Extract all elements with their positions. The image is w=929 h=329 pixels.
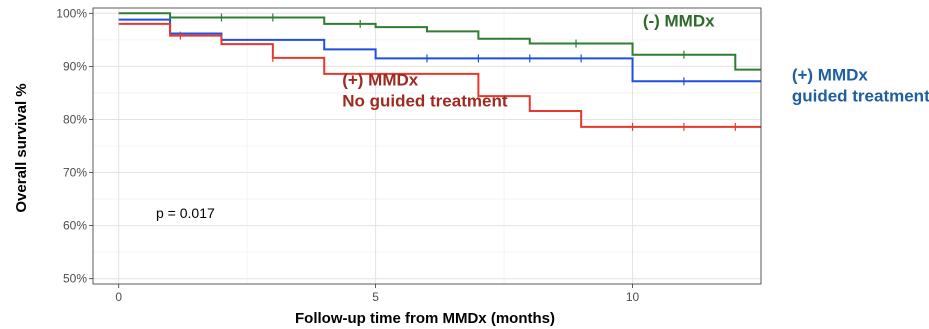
y-tick-label: 90% [63,59,87,73]
annotation-layer: (-) MMDx(+) MMDx guided treatment(+) MMDx… [342,12,929,111]
series-label-2: (+) MMDx guided treatment [792,66,929,106]
series-label-line: (-) MMDx [643,12,715,31]
series-label-line: (+) MMDx [342,70,419,89]
y-tick-label: 100% [56,6,87,20]
series-layer [118,12,761,131]
y-tick-label: 50% [63,272,87,286]
series-label-line: No guided treatment [342,91,508,110]
series-label-line: (+) MMDx [792,66,869,85]
p-value: p = 0.017 [156,205,215,221]
x-tick-label: 5 [372,290,379,304]
series-label-line: guided treatment [792,87,929,106]
y-tick-label: 80% [63,112,87,126]
series-label-1: (-) MMDx [643,12,715,31]
y-tick-label: 70% [63,166,87,180]
x-axis-title: Follow-up time from MMDx (months) [295,310,555,327]
grid-layer [93,8,762,284]
y-tick-layer: 50% 60% 70% 80% 90% 100% [56,6,93,286]
series-line-1 [118,12,761,71]
x-tick-label: 0 [115,290,122,304]
x-tick-label: 10 [626,290,640,304]
plot-border [92,7,762,285]
y-tick-label: 60% [63,219,87,233]
series-label-3: (+) MMDx No guided treatment [342,70,508,110]
series-line-3 [118,22,761,128]
x-tick-layer: 0 5 10 [115,284,640,304]
y-axis-title: Overall survival % [13,83,30,212]
